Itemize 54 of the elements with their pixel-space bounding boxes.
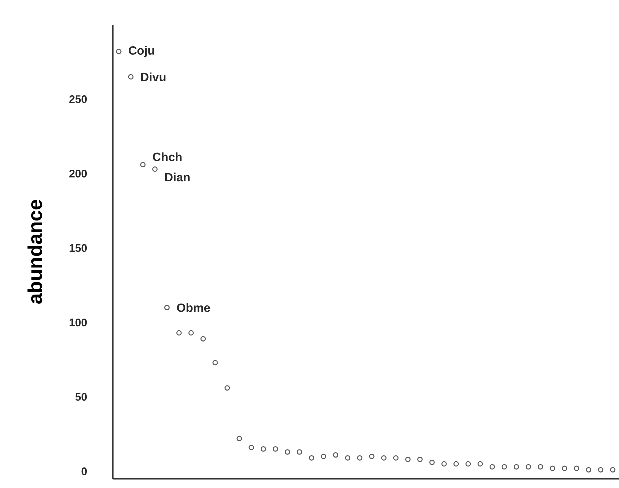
point	[128, 74, 134, 80]
annotation: Coju	[129, 46, 154, 58]
point	[538, 464, 544, 470]
annotation: Chch	[153, 152, 182, 162]
point	[430, 460, 435, 466]
y-tick-label: 200	[70, 170, 88, 178]
point	[562, 466, 568, 472]
point	[248, 445, 254, 450]
y-axis-title: abundance	[28, 200, 42, 304]
point	[514, 464, 520, 470]
point	[297, 450, 302, 455]
point	[212, 360, 218, 366]
point	[393, 455, 399, 461]
point	[418, 456, 423, 462]
point	[478, 461, 484, 467]
point	[405, 456, 411, 462]
y-tick-label: 50	[76, 393, 88, 401]
point	[116, 49, 122, 54]
point	[574, 466, 580, 472]
point	[466, 461, 472, 467]
point	[224, 385, 230, 391]
point	[164, 305, 170, 310]
point	[309, 455, 314, 461]
point	[369, 454, 375, 460]
point	[152, 166, 158, 172]
point	[176, 330, 182, 336]
point	[381, 455, 387, 461]
point	[357, 455, 363, 461]
point	[586, 467, 592, 473]
point	[490, 464, 496, 470]
y-tick-label: 250	[70, 96, 88, 104]
y-tick-label: 0	[82, 468, 88, 476]
point	[550, 466, 556, 472]
point	[442, 461, 448, 467]
point	[333, 452, 339, 458]
y-tick-label: 100	[70, 318, 88, 327]
point	[188, 330, 194, 336]
point	[285, 450, 290, 455]
point	[236, 436, 242, 442]
point	[526, 464, 532, 470]
annotation: Divu	[141, 72, 166, 82]
point	[200, 336, 206, 342]
point	[140, 162, 146, 168]
point	[345, 455, 351, 461]
point	[610, 467, 616, 473]
point	[502, 464, 508, 470]
annotation: Obme	[177, 303, 210, 312]
point	[260, 446, 266, 452]
point	[598, 467, 604, 473]
point	[321, 454, 327, 460]
y-tick-label: 150	[70, 244, 88, 252]
point	[272, 446, 278, 452]
point	[454, 461, 460, 467]
annotation: Dian	[165, 172, 190, 182]
